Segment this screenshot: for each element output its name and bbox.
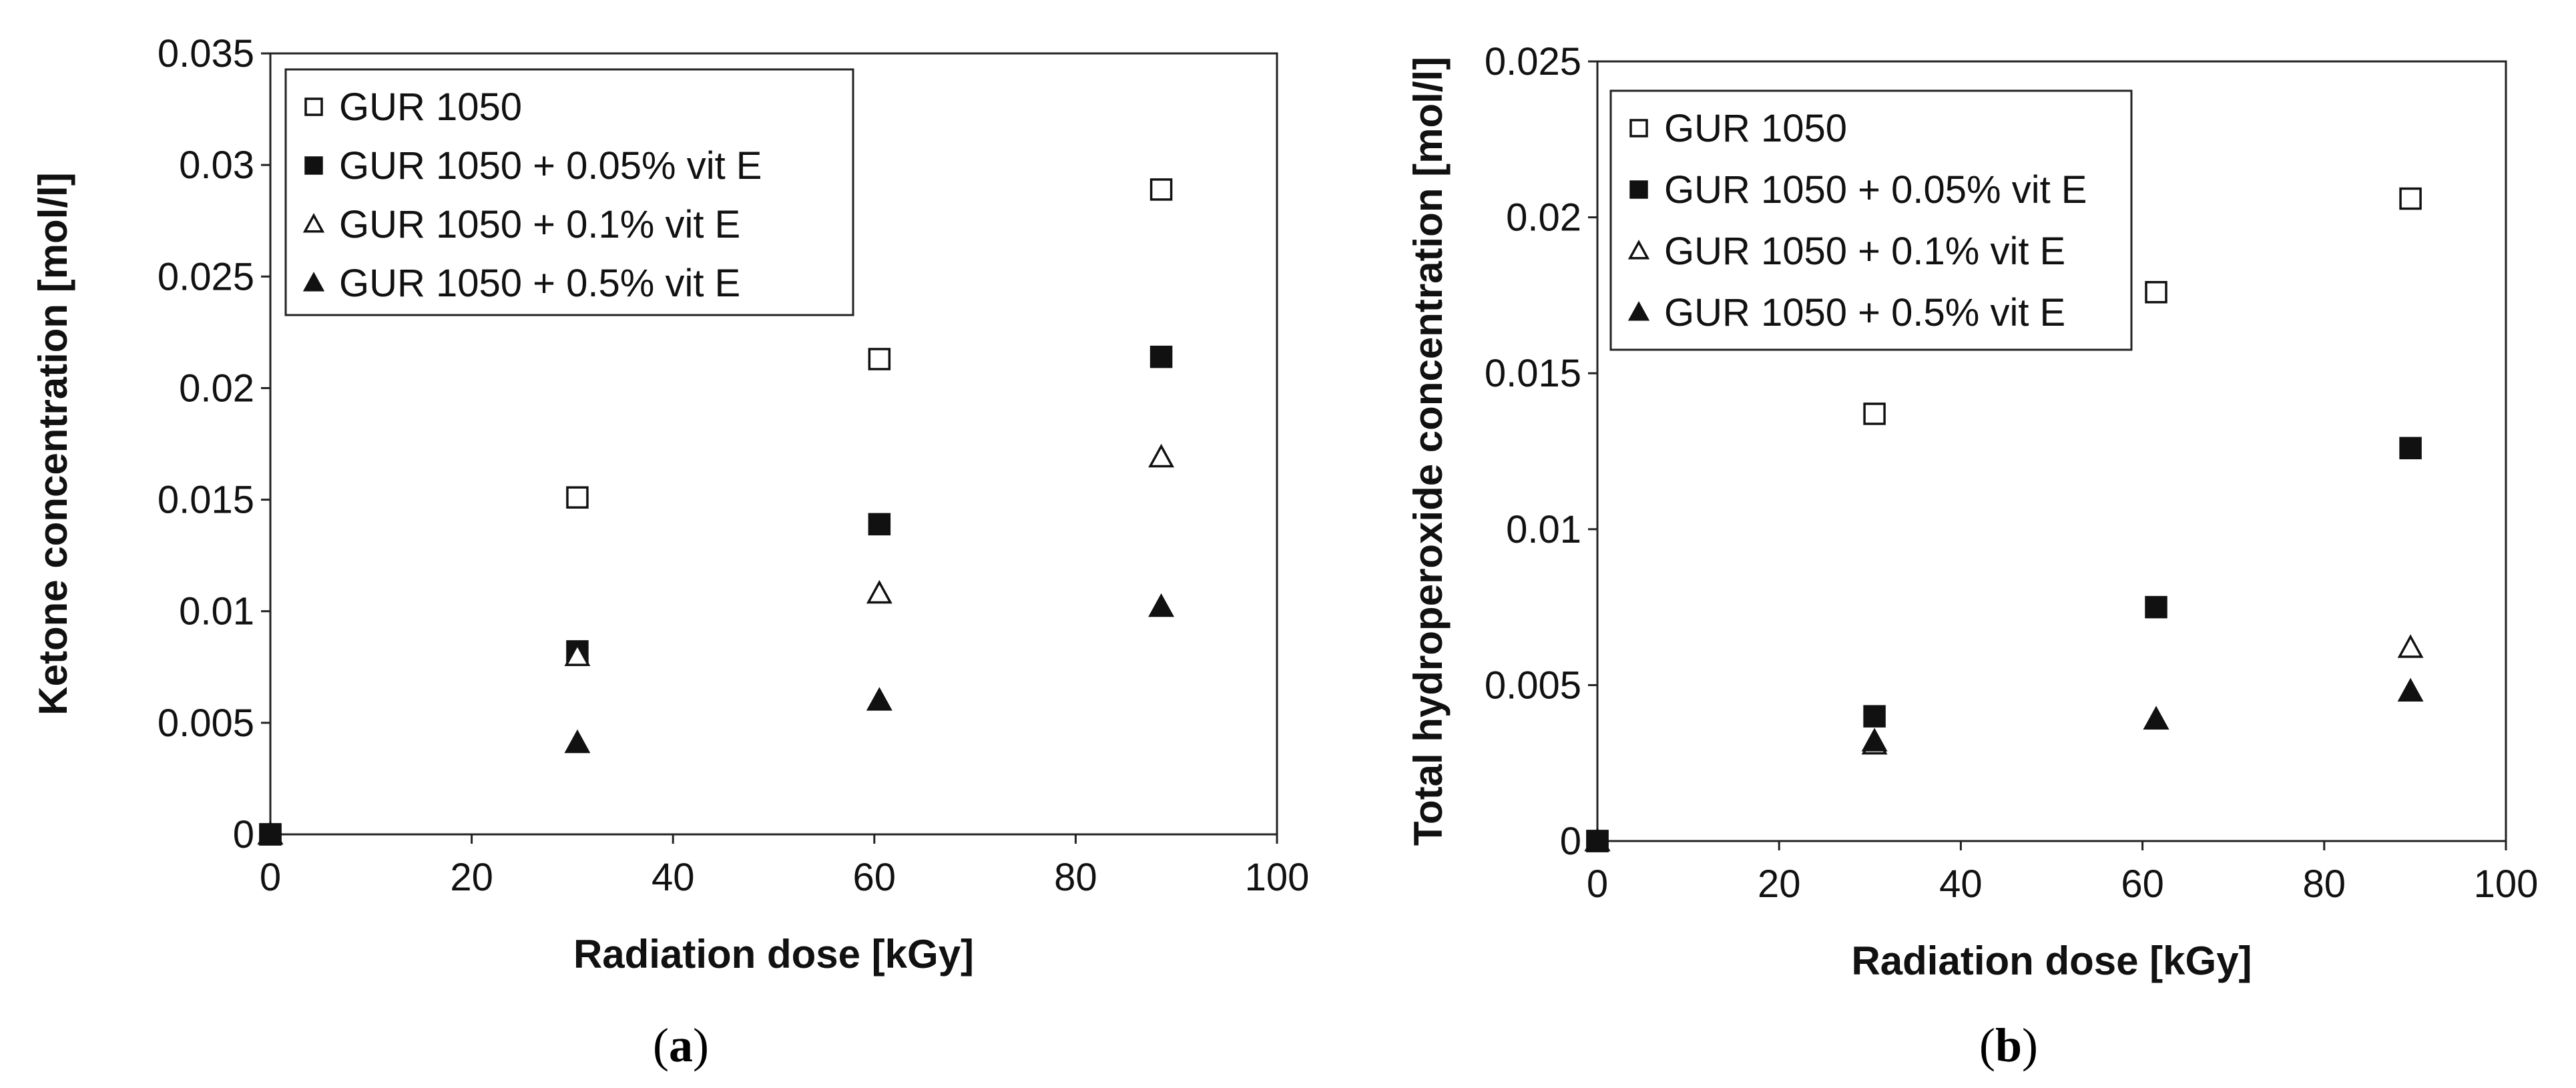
data-point <box>868 348 891 370</box>
y-tick-label: 0.005 <box>158 702 254 745</box>
data-point <box>2145 280 2167 304</box>
x-tick-label: 0 <box>1587 862 1608 906</box>
x-tick-label: 40 <box>1939 862 1983 906</box>
legend: GUR 1050 GUR 1050 + 0.05% vit E GUR 1050 +… <box>1609 89 2133 351</box>
legend-marker <box>304 97 323 116</box>
y-tick-label: 0.01 <box>1506 508 1581 551</box>
y-axis-title: Total hydroperoxide concentration [mol/l… <box>1406 57 1451 846</box>
x-tick-label: 0 <box>260 856 281 899</box>
data-point <box>566 486 589 509</box>
panel-caption: (b) <box>1979 1019 2038 1072</box>
y-tick-label: 0.02 <box>1506 196 1581 240</box>
legend-label: GUR 1050 + 0.1% vit E <box>339 203 740 246</box>
data-point <box>1148 593 1175 617</box>
x-tick-label: 60 <box>853 856 896 899</box>
y-tick-label: 0.005 <box>1485 663 1581 707</box>
data-point <box>1584 827 1611 852</box>
y-tick-label: 0 <box>233 813 254 856</box>
data-point <box>2399 187 2422 210</box>
data-point <box>2143 706 2169 730</box>
x-tick-label: 100 <box>2474 862 2539 906</box>
y-tick-label: 0 <box>1560 820 1581 863</box>
legend-label: GUR 1050 + 0.5% vit E <box>339 262 740 305</box>
data-point <box>2397 634 2424 658</box>
data-point <box>868 513 891 536</box>
y-tick-label: 0.025 <box>158 255 254 298</box>
series-4 <box>257 593 1175 845</box>
data-point <box>1149 178 1173 201</box>
data-point <box>257 820 284 845</box>
x-tick-label: 80 <box>1054 856 1097 899</box>
y-tick-label: 0.015 <box>158 479 254 522</box>
legend-label: GUR 1050 <box>1664 107 1847 150</box>
data-point <box>1861 728 1888 752</box>
y-tick-label: 0.01 <box>179 590 254 633</box>
series-3 <box>257 443 1175 845</box>
y-tick-label: 0.03 <box>179 144 254 187</box>
x-axis-title: Radiation dose [kGy] <box>1851 938 2252 983</box>
legend-marker <box>302 272 325 292</box>
legend-label: GUR 1050 + 0.05% vit E <box>339 144 762 188</box>
series-3 <box>1584 634 2424 852</box>
data-point <box>2397 677 2424 702</box>
legend-marker <box>304 156 323 175</box>
data-point <box>1148 443 1175 468</box>
legend-marker <box>1627 240 1650 260</box>
legend-label: GUR 1050 + 0.5% vit E <box>1664 291 2065 334</box>
x-tick-label: 100 <box>1245 856 1310 899</box>
x-tick-label: 80 <box>2303 862 2346 906</box>
data-point <box>1149 345 1173 368</box>
legend: GUR 1050 GUR 1050 + 0.05% vit E GUR 1050 +… <box>284 68 854 316</box>
legend-marker <box>1627 301 1650 321</box>
chart-a: 0 0.005 0.01 0.015 0.02 0.025 0.03 0.035 0 20 40 60… <box>31 32 1309 1072</box>
y-axis-title: Ketone concentration [mol/l] <box>31 172 75 715</box>
data-point <box>1863 705 1886 728</box>
series-4 <box>1584 677 2424 852</box>
data-point <box>866 579 892 604</box>
x-tick-label: 60 <box>2121 862 2164 906</box>
y-tick-label: 0.025 <box>1485 40 1581 83</box>
data-point <box>2145 595 2167 619</box>
data-point <box>564 642 591 666</box>
chart-b: 0 0.005 0.01 0.015 0.02 0.025 0 20 40 60 80 100 Radi… <box>1406 40 2538 1072</box>
data-point <box>1863 402 1886 425</box>
y-tick-label: 0.035 <box>158 32 254 75</box>
series-2 <box>259 345 1173 846</box>
legend-marker <box>1629 180 1648 199</box>
legend-label: GUR 1050 + 0.05% vit E <box>1664 168 2087 212</box>
plot-area <box>1596 60 2507 842</box>
legend-marker <box>1629 119 1648 138</box>
data-point <box>866 687 892 711</box>
legend-marker <box>302 213 325 233</box>
x-tick-label: 20 <box>450 856 493 899</box>
data-point <box>2399 437 2422 460</box>
data-point <box>564 729 591 754</box>
legend-box <box>1609 89 2133 351</box>
y-tick-label: 0.015 <box>1485 352 1581 395</box>
y-tick-label: 0.02 <box>179 366 254 410</box>
legend-box <box>284 68 854 316</box>
x-axis-title: Radiation dose [kGy] <box>573 932 974 977</box>
panel-caption: (a) <box>653 1019 709 1072</box>
series-2 <box>1586 437 2422 852</box>
x-tick-label: 40 <box>652 856 695 899</box>
x-tick-label: 20 <box>1758 862 1801 906</box>
legend-label: GUR 1050 + 0.1% vit E <box>1664 230 2065 273</box>
plot-area <box>269 52 1278 836</box>
legend-label: GUR 1050 <box>339 85 522 129</box>
